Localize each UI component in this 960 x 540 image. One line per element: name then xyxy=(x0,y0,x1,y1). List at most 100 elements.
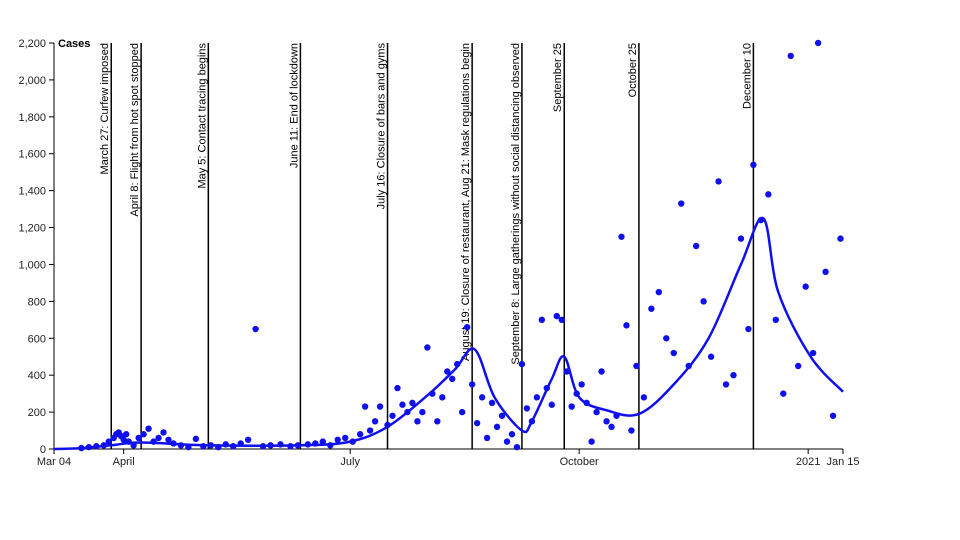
data-point-12 xyxy=(130,442,137,449)
data-point-2 xyxy=(93,443,100,450)
data-point-99 xyxy=(633,362,640,370)
y-tick-label-5: 1,000 xyxy=(18,259,46,271)
data-point-44 xyxy=(356,431,364,438)
data-point-51 xyxy=(394,384,401,392)
data-point-120 xyxy=(787,52,794,60)
data-point-127 xyxy=(837,235,844,242)
data-point-67 xyxy=(473,419,481,427)
data-point-117 xyxy=(765,191,772,198)
data-point-70 xyxy=(488,399,496,407)
data-point-50 xyxy=(389,412,396,419)
y-tick-label-2: 400 xyxy=(28,370,46,382)
data-point-87 xyxy=(573,390,580,397)
data-point-118 xyxy=(772,316,779,324)
data-point-107 xyxy=(692,242,700,250)
trend-line xyxy=(53,216,844,451)
data-point-111 xyxy=(722,381,730,388)
data-point-110 xyxy=(715,178,722,185)
data-point-81 xyxy=(543,384,551,392)
data-point-63 xyxy=(454,360,461,368)
event-label-7: September 25 xyxy=(552,43,564,112)
y-axis-title: Cases xyxy=(58,38,90,50)
data-point-59 xyxy=(434,418,441,425)
y-tick-label-8: 1,600 xyxy=(18,149,46,161)
data-point-26 xyxy=(215,443,222,451)
data-point-64 xyxy=(458,408,466,416)
data-point-56 xyxy=(419,408,426,416)
event-label-9: December 10 xyxy=(741,43,753,109)
data-point-114 xyxy=(745,325,752,333)
x-tick-label-0: Mar 04 xyxy=(37,456,71,468)
data-point-0 xyxy=(78,444,85,452)
data-point-66 xyxy=(468,381,476,388)
data-point-98 xyxy=(628,427,635,434)
data-point-23 xyxy=(192,435,200,443)
data-point-60 xyxy=(439,394,446,401)
x-tick-label-3: October xyxy=(560,456,599,468)
data-point-57 xyxy=(424,344,431,351)
data-point-93 xyxy=(603,418,610,425)
data-point-31 xyxy=(252,325,259,333)
data-point-18 xyxy=(160,429,167,436)
data-point-52 xyxy=(399,401,406,408)
data-point-82 xyxy=(548,401,555,408)
data-point-125 xyxy=(822,268,829,276)
data-point-25 xyxy=(207,442,215,449)
data-point-92 xyxy=(598,368,605,375)
event-label-1: April 8: Flight from hot spot stopped xyxy=(129,43,141,217)
data-point-84 xyxy=(558,316,565,324)
data-point-126 xyxy=(829,412,837,419)
data-point-96 xyxy=(618,233,625,240)
data-point-43 xyxy=(349,438,356,445)
event-label-4: July 16: Closure of bars and gyms xyxy=(376,43,388,210)
x-tick-label-4: 2021 xyxy=(796,456,820,468)
data-point-83 xyxy=(553,312,560,320)
data-point-35 xyxy=(287,443,294,450)
data-point-36 xyxy=(294,442,302,449)
data-point-106 xyxy=(685,362,692,370)
data-point-95 xyxy=(613,412,620,419)
data-point-97 xyxy=(623,322,630,329)
data-point-4 xyxy=(105,438,112,445)
data-point-105 xyxy=(678,200,685,207)
y-tick-label-11: 2,200 xyxy=(18,38,46,50)
data-point-65 xyxy=(463,324,471,331)
event-label-2: May 5: Contact tracing begins xyxy=(196,43,208,189)
data-point-123 xyxy=(809,349,817,357)
data-point-69 xyxy=(483,434,491,442)
data-point-22 xyxy=(185,443,192,451)
data-point-78 xyxy=(528,418,536,425)
data-point-32 xyxy=(259,443,267,450)
data-point-88 xyxy=(578,381,585,388)
y-tick-label-7: 1,400 xyxy=(18,186,46,198)
data-point-37 xyxy=(304,441,312,448)
data-point-13 xyxy=(135,434,142,442)
data-point-80 xyxy=(538,316,546,324)
data-point-89 xyxy=(583,399,590,407)
data-point-42 xyxy=(342,434,349,442)
data-point-10 xyxy=(122,431,130,438)
data-point-108 xyxy=(700,298,707,305)
data-point-40 xyxy=(327,442,334,449)
data-point-30 xyxy=(244,436,252,443)
data-point-45 xyxy=(361,403,369,410)
data-point-17 xyxy=(155,434,162,442)
data-point-11 xyxy=(125,438,132,445)
data-point-122 xyxy=(802,283,809,290)
data-point-55 xyxy=(414,418,421,425)
data-point-112 xyxy=(730,371,737,379)
data-point-76 xyxy=(518,360,526,368)
data-point-58 xyxy=(429,390,436,397)
data-point-73 xyxy=(503,438,511,445)
y-tick-label-10: 2,000 xyxy=(18,75,46,87)
data-point-34 xyxy=(277,441,284,448)
data-point-77 xyxy=(523,405,531,412)
data-point-21 xyxy=(177,442,185,449)
data-point-71 xyxy=(493,423,501,431)
event-label-8: October 25 xyxy=(627,43,639,97)
data-point-109 xyxy=(707,353,715,360)
data-point-41 xyxy=(334,436,341,443)
data-point-3 xyxy=(100,442,107,449)
data-point-91 xyxy=(593,408,600,416)
data-point-15 xyxy=(145,425,152,432)
